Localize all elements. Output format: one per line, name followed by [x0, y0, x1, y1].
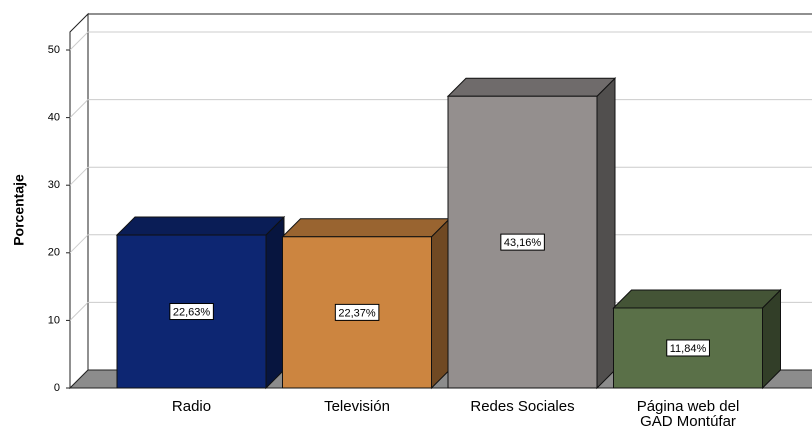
- grid-line: [69, 99, 89, 118]
- value-label: 22,63%: [173, 306, 211, 318]
- x-tick-label: Página web del GAD Montúfar: [636, 398, 740, 430]
- bar-side: [596, 77, 616, 390]
- grid-line: [69, 234, 89, 254]
- bar-side: [265, 215, 285, 390]
- bar-top: [281, 218, 451, 238]
- bar-top: [612, 289, 782, 309]
- y-tick-label: 30: [48, 179, 60, 191]
- y-tick-label: 10: [48, 314, 60, 326]
- y-tick-label: 50: [48, 44, 60, 56]
- value-label-box: [500, 233, 545, 251]
- value-label-box: [666, 339, 710, 357]
- x-tick-label: Radio: [171, 398, 212, 415]
- value-label: 43,16%: [504, 237, 542, 249]
- value-label: 22,37%: [338, 307, 376, 319]
- y-tick-label: 0: [54, 382, 60, 394]
- y-axis-title: Porcentaje: [11, 174, 27, 246]
- left-wall: [69, 12, 89, 390]
- x-tick-label: Redes Sociales: [470, 398, 575, 415]
- bar-top: [446, 77, 617, 97]
- x-tick-label: Televisión: [324, 398, 390, 415]
- grid-line: [69, 31, 89, 51]
- bar-side: [431, 217, 450, 390]
- grid-line: [69, 166, 89, 186]
- value-label-box: [334, 303, 380, 321]
- value-label-box: [169, 303, 214, 321]
- grid-line: [69, 302, 89, 321]
- y-tick-label: 40: [48, 112, 60, 124]
- y-tick-label: 20: [48, 247, 60, 259]
- value-label: 11,84%: [670, 343, 707, 355]
- bar-top: [115, 216, 286, 236]
